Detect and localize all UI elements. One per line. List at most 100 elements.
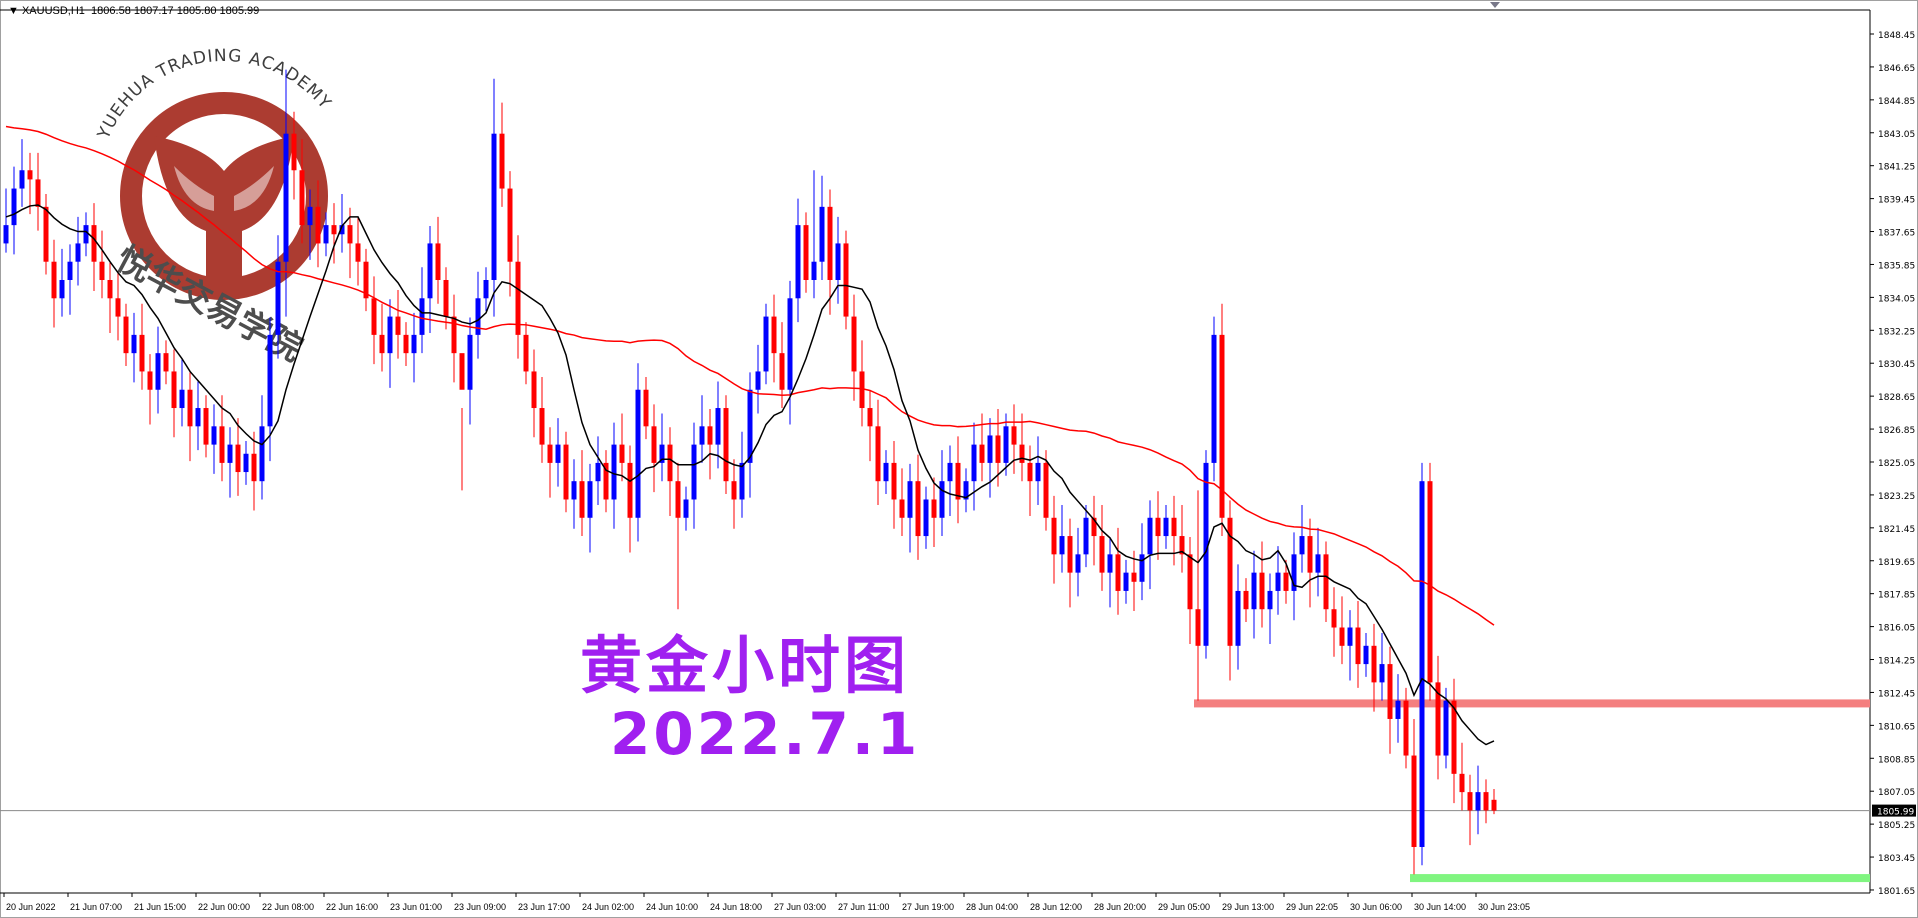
candle-body <box>1283 572 1289 591</box>
candle <box>851 294 857 401</box>
candle-body <box>515 261 521 335</box>
candle-body <box>147 371 153 390</box>
candle-body <box>179 389 185 409</box>
candles <box>3 69 1497 875</box>
candle-body <box>259 426 265 482</box>
candle <box>243 440 249 485</box>
y-tick-label: 1843.05 <box>1878 130 1915 140</box>
x-tick-label: 28 Jun 04:00 <box>966 902 1018 912</box>
candle <box>1051 495 1057 584</box>
candle <box>1075 527 1081 597</box>
y-tick-label: 1821.45 <box>1878 525 1915 535</box>
candle <box>27 152 33 215</box>
candle <box>627 445 633 553</box>
candle-body <box>219 426 225 463</box>
candle-body <box>131 334 137 354</box>
candle-body <box>755 371 761 390</box>
candle <box>563 431 569 513</box>
candle-body <box>1019 444 1025 463</box>
candle-body <box>915 481 921 537</box>
candle <box>387 299 393 388</box>
x-tick-label: 28 Jun 20:00 <box>1094 902 1146 912</box>
candle-body <box>155 353 161 390</box>
candle <box>523 322 529 385</box>
candle-body <box>211 426 217 445</box>
candle <box>803 212 809 293</box>
candle-body <box>811 261 817 281</box>
candle-body <box>1307 536 1313 573</box>
candle <box>947 445 953 516</box>
candle <box>35 152 41 231</box>
candle-body <box>803 225 809 281</box>
candle-body <box>203 408 209 445</box>
candle <box>1467 774 1473 846</box>
candle <box>1411 718 1417 875</box>
candle <box>1435 655 1441 780</box>
candle <box>107 262 113 334</box>
candle <box>515 235 521 359</box>
candle-body <box>267 334 273 427</box>
candle-body <box>1267 590 1273 610</box>
candle-body <box>75 243 81 262</box>
candle <box>1043 450 1049 531</box>
candle-body <box>907 481 913 518</box>
candle <box>499 102 505 207</box>
candle <box>739 431 745 518</box>
candle-body <box>627 462 633 518</box>
candle-body <box>547 444 553 463</box>
candle <box>1283 559 1289 604</box>
candle <box>1299 504 1305 573</box>
y-tick-label: 1826.85 <box>1878 426 1915 436</box>
candle <box>1395 674 1401 743</box>
candle <box>1115 527 1121 615</box>
candle-body <box>435 243 441 281</box>
candle-body <box>1235 590 1241 646</box>
candle-body <box>1251 572 1257 610</box>
candle <box>787 280 793 425</box>
candle <box>99 230 105 299</box>
candle <box>123 303 129 366</box>
candle-body <box>1107 554 1113 573</box>
candle <box>747 372 753 498</box>
y-tick-label: 1812.45 <box>1878 689 1915 699</box>
candle <box>899 468 905 537</box>
ohlc-low: 1805.80 <box>176 5 217 17</box>
candle-body <box>1187 554 1193 610</box>
candle <box>203 395 209 458</box>
candle-body <box>243 453 249 473</box>
candle <box>395 290 401 359</box>
x-tick-label: 22 Jun 00:00 <box>198 902 250 912</box>
candle-body <box>947 462 953 482</box>
candle-body <box>1147 517 1153 555</box>
candle-body <box>843 243 849 317</box>
candle-body <box>483 280 489 299</box>
candle <box>451 294 457 383</box>
candle-body <box>1323 554 1329 610</box>
y-tick-label: 1817.85 <box>1878 591 1915 601</box>
candle-body <box>771 316 777 354</box>
candle-body <box>139 334 145 372</box>
candle-body <box>1355 627 1361 665</box>
candle <box>1427 462 1433 701</box>
candle <box>1155 491 1161 560</box>
candle-body <box>507 188 513 262</box>
symbol-menu-icon[interactable]: ▼ <box>8 5 19 17</box>
y-tick-label: 1832.25 <box>1878 327 1915 337</box>
x-tick-label: 29 Jun 05:00 <box>1158 902 1210 912</box>
candle-body <box>1483 792 1489 811</box>
candle <box>1171 495 1177 566</box>
candle-body <box>275 261 281 335</box>
logo-emblem <box>154 136 294 291</box>
candle <box>179 358 185 427</box>
candle <box>43 194 49 275</box>
candle <box>251 431 257 511</box>
candle-body <box>1275 572 1281 591</box>
candle <box>475 271 481 359</box>
chart-shift-marker-icon[interactable] <box>1490 2 1500 8</box>
candle-body <box>971 444 977 482</box>
candle-body <box>651 426 657 463</box>
candle <box>1059 504 1065 573</box>
candle-body <box>1123 572 1129 591</box>
candle-body <box>675 481 681 518</box>
